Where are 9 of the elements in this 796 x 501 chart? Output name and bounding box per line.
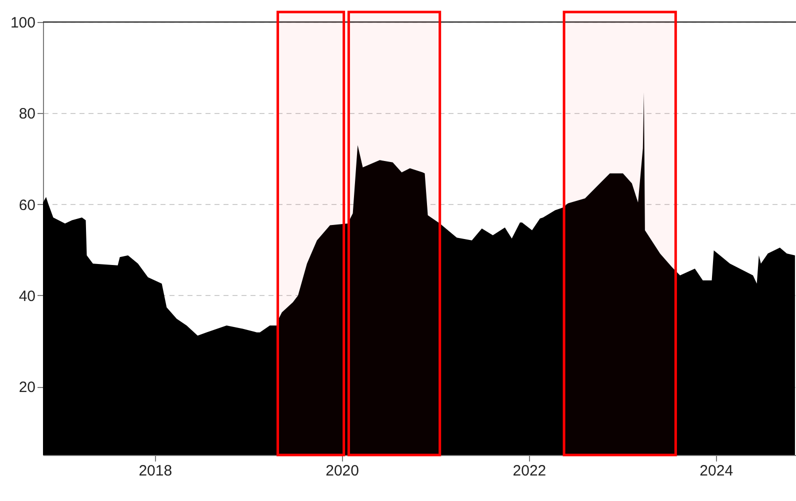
x-tick-label: 2018 xyxy=(138,462,172,480)
y-tick-label: 80 xyxy=(18,106,36,123)
x-tick-label: 2020 xyxy=(326,462,359,480)
y-tick-label: 100 xyxy=(10,14,36,32)
y-tick-label: 60 xyxy=(18,196,36,214)
y-tick-label: 40 xyxy=(18,288,36,305)
x-tick-label: 2022 xyxy=(512,462,546,480)
y-tick-label: 20 xyxy=(18,379,36,396)
x-tick-label: 2024 xyxy=(700,462,734,480)
